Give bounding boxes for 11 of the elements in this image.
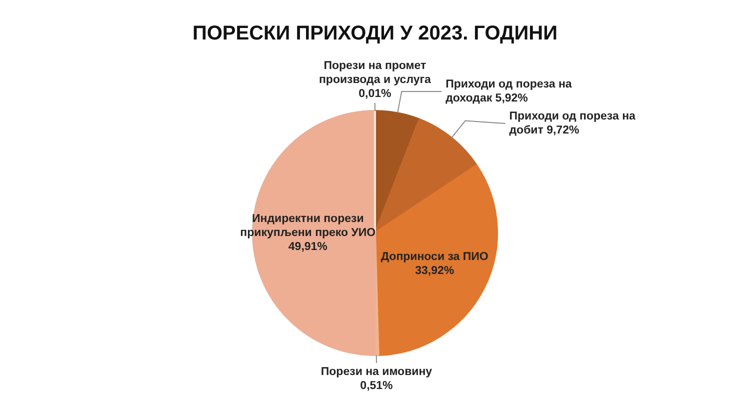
data-label: 0,01%	[358, 88, 392, 100]
slice-label: Приходи од пореза на добит 9,72%	[509, 110, 636, 137]
slice-label: Индиректни порези прикупљени преко УИО	[240, 213, 376, 240]
data-label: 0,51%	[360, 380, 393, 392]
data-label: 49,91%	[288, 241, 328, 254]
slice-label: Приходи од пореза на доходак 5,92%	[446, 78, 572, 105]
slice-label: Порези на промет производа и услуга	[318, 60, 432, 86]
slice-label: Доприноси за ПИО	[380, 251, 488, 264]
data-label: 33,92%	[415, 265, 454, 278]
slice-label: Порези на имовину	[320, 366, 433, 378]
chart-title: ПОРЕСКИ ПРИХОДИ У 2023. ГОДИНИ	[192, 22, 558, 45]
